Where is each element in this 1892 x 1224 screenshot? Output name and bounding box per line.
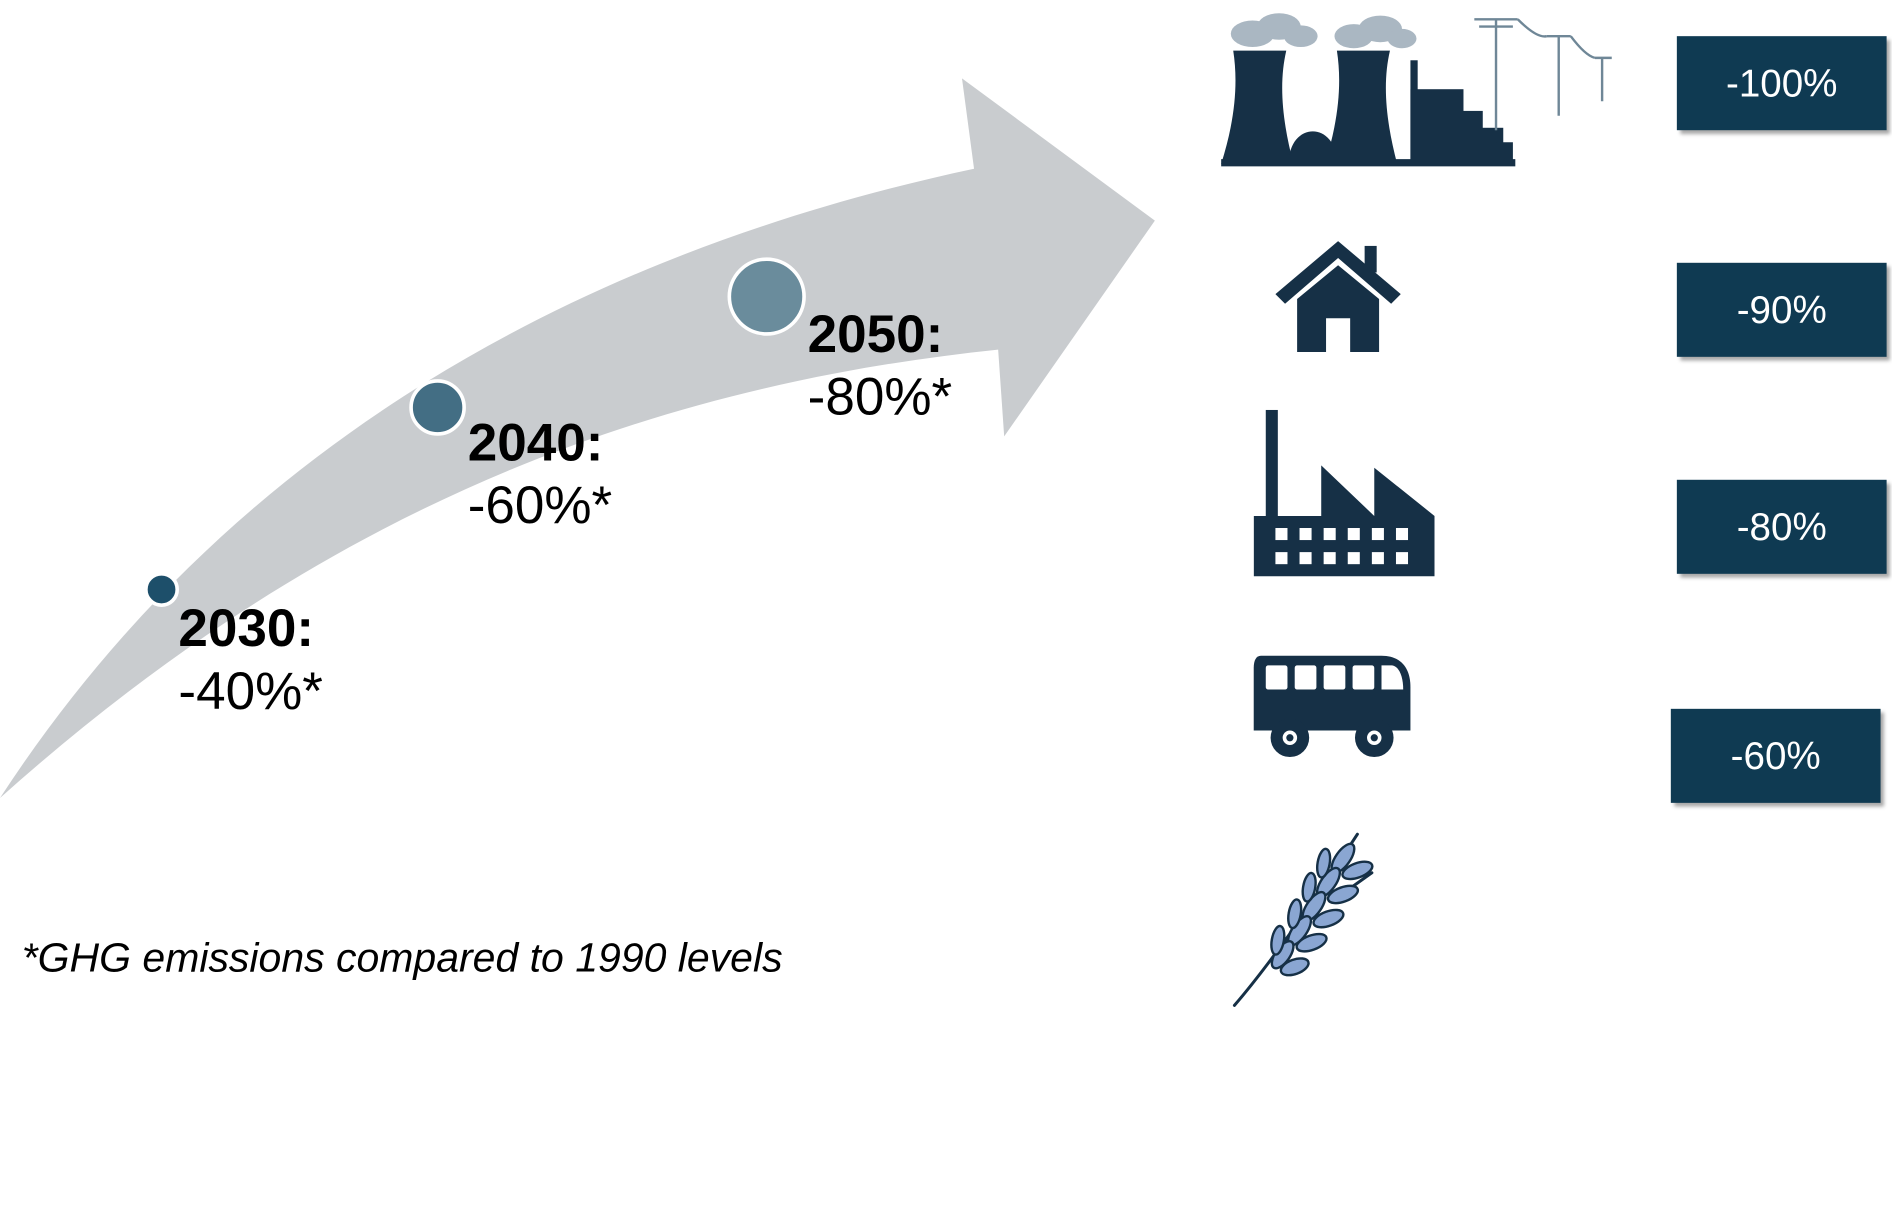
sector-badge-power: -100% [1676,36,1887,131]
curved-arrow [0,78,1155,799]
milestone-reduction: -40%* [178,661,323,721]
milestone-dot-2040 [409,379,466,436]
badge-label: -60% [1730,733,1821,777]
sector-badge-residential: -90% [1676,262,1887,357]
milestone-reduction: -60%* [467,476,613,536]
sector-badge-industry: -80% [1676,479,1887,574]
milestone-2040: 2040: -60%* [468,417,612,533]
bus-icon [1253,655,1411,758]
sector-badge-transport: -60% [1670,708,1881,803]
milestone-reduction: -80%* [807,367,953,427]
power-plant-icon [1221,13,1612,167]
badge-label: -80% [1736,504,1827,548]
badge-label: -90% [1736,287,1827,331]
milestone-2050: 2050: -80%* [807,304,953,427]
milestone-year: 2030: [178,599,315,659]
footnote: *GHG emissions compared to 1990 levels [21,935,783,982]
arrow-shape [0,78,1155,799]
milestone-year: 2050: [807,304,944,365]
milestone-year: 2040: [467,413,604,473]
house-icon [1275,241,1401,353]
wheat-icon [1232,832,1374,1007]
milestone-dot-2050 [727,257,806,336]
milestone-2030: 2030: -40%* [178,599,323,721]
badge-label: -100% [1725,60,1838,105]
milestone-dot-2030 [144,572,180,607]
factory-icon [1253,409,1435,577]
